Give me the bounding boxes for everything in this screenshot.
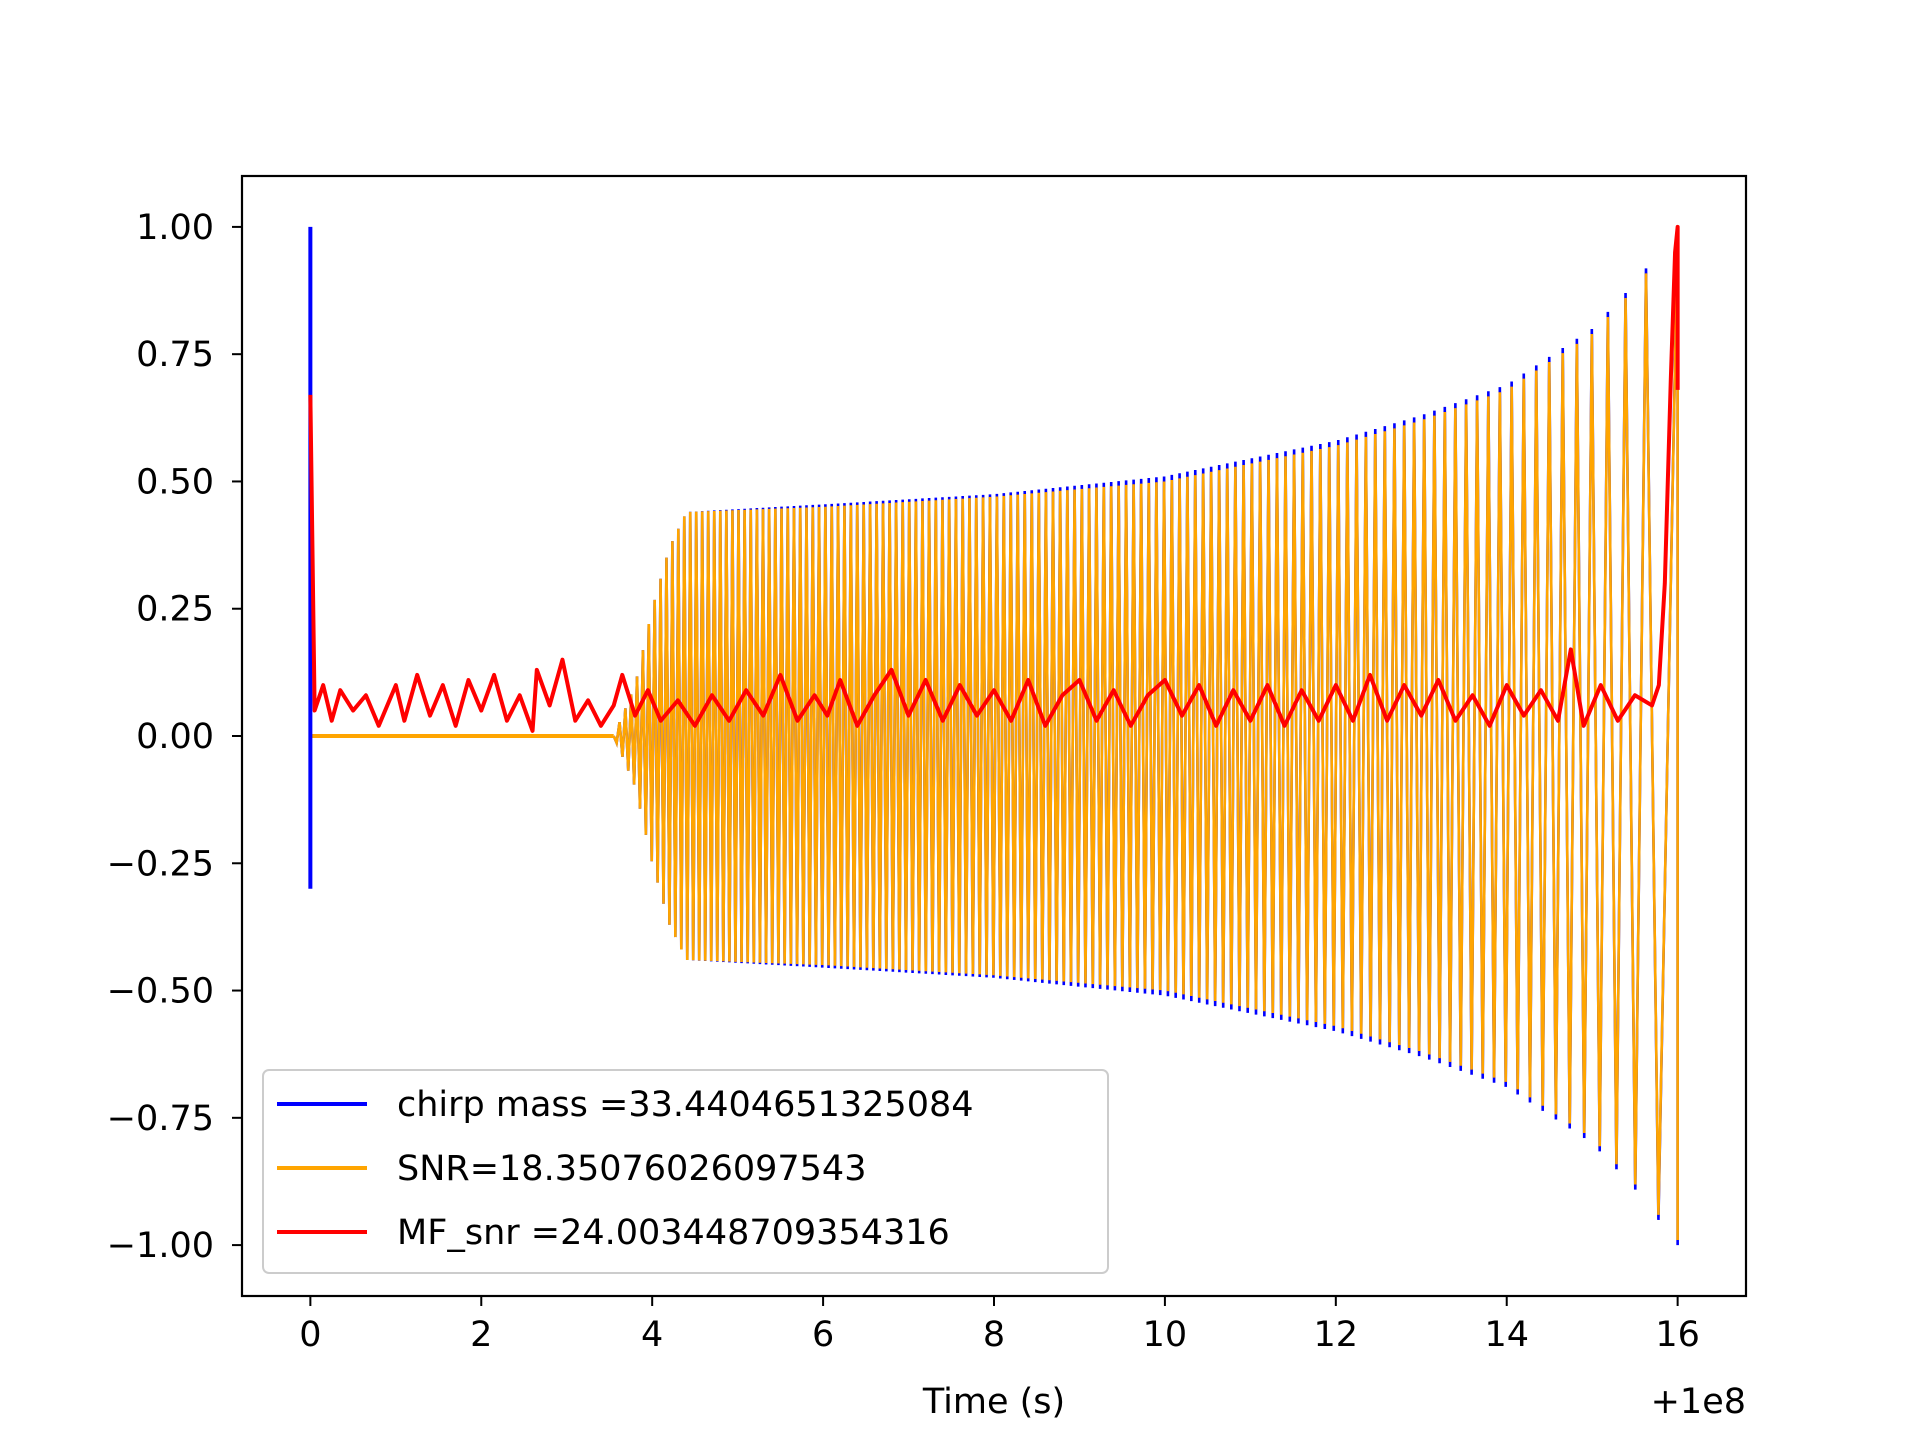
x-tick-label: 4 (641, 1315, 663, 1355)
x-axis-offset-label: +1e8 (1651, 1382, 1746, 1422)
y-tick-label: −0.50 (107, 972, 214, 1012)
y-tick-label: 1.00 (136, 208, 214, 248)
legend-label: chirp mass =33.4404651325084 (397, 1085, 974, 1125)
y-tick-label: 0.75 (136, 335, 214, 375)
legend-label: MF_snr =24.003448709354316 (397, 1213, 950, 1253)
legend-box (262, 1069, 1109, 1274)
x-tick-label: 6 (812, 1315, 834, 1355)
y-tick-label: 0.50 (136, 462, 214, 502)
legend: chirp mass =33.4404651325084 SNR=18.35076… (262, 1069, 1109, 1274)
snr-waveform (612, 231, 1679, 1240)
x-axis-label: Time (s) (922, 1382, 1065, 1422)
x-tick-label: 8 (983, 1315, 1005, 1355)
mf-snr-line (308, 224, 1680, 733)
x-tick-label: 16 (1655, 1315, 1700, 1355)
y-tick-label: −0.25 (107, 844, 214, 884)
legend-label: SNR=18.35076026097543 (397, 1149, 866, 1189)
x-tick-label: 14 (1484, 1315, 1529, 1355)
series-layer (308, 224, 1680, 1246)
x-axis: 0 2 4 6 8 10 12 14 16 (299, 1296, 1700, 1355)
x-tick-label: 12 (1314, 1315, 1359, 1355)
x-tick-label: 2 (470, 1315, 492, 1355)
y-axis: 1.00 0.75 0.50 0.25 0.00 −0.25 −0.50 −0.75 −1.00 (107, 208, 242, 1266)
y-tick-label: 0.25 (136, 590, 214, 630)
x-tick-label: 10 (1143, 1315, 1188, 1355)
x-tick-label: 0 (299, 1315, 321, 1355)
y-tick-label: 0.00 (136, 717, 214, 757)
y-tick-label: −0.75 (107, 1099, 214, 1139)
y-tick-label: −1.00 (107, 1226, 214, 1266)
